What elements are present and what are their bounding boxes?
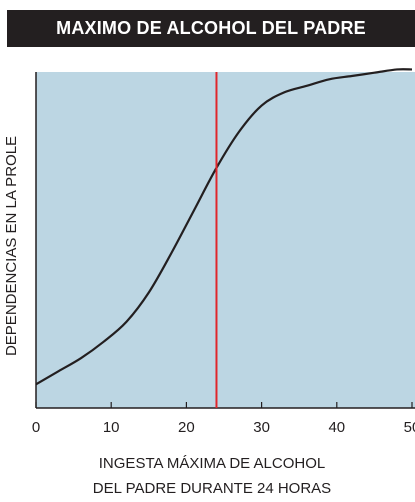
y-axis-title: DEPENDENCIAS EN LA PROLE xyxy=(3,136,20,356)
data-curve xyxy=(35,68,413,386)
x-tick-label: 50 xyxy=(404,419,415,436)
x-tick-label: 30 xyxy=(253,419,270,436)
x-tick-label: 20 xyxy=(178,419,195,436)
chart-title-bar: MAXIMO DE ALCOHOL DEL PADRE xyxy=(7,10,415,47)
x-tick-label: 40 xyxy=(328,419,345,436)
x-tick-label: 0 xyxy=(32,419,40,436)
chart-title: MAXIMO DE ALCOHOL DEL PADRE xyxy=(56,18,366,38)
x-axis: 0 10 20 30 40 50 xyxy=(32,402,415,436)
plot-area xyxy=(36,72,415,408)
x-tick-label: 10 xyxy=(103,419,120,436)
x-axis-title-line-2: DEL PADRE DURANTE 24 HORAS xyxy=(93,480,331,497)
x-axis-title-line-1: INGESTA MÁXIMA DE ALCOHOL xyxy=(99,455,325,472)
